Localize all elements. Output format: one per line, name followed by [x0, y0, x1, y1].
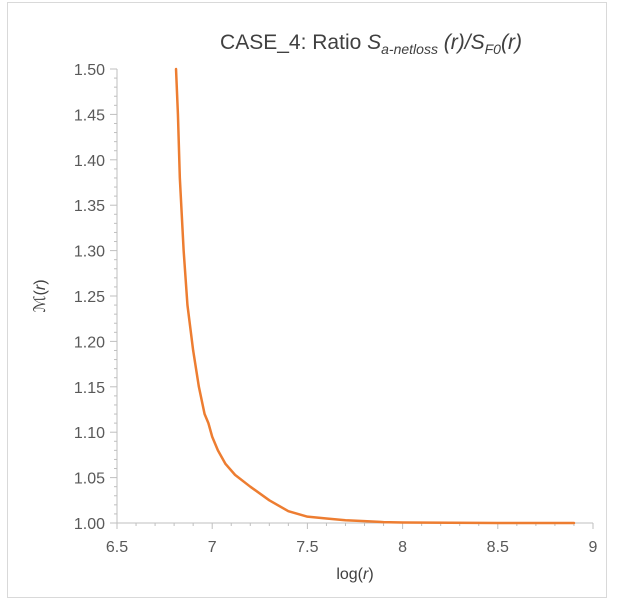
y-tick-label: 1.45 — [74, 107, 105, 124]
y-tick-label: 1.15 — [74, 380, 105, 397]
chart: CASE_4: Ratio Sa-netloss (r)/SF0(r) 1.00… — [32, 31, 598, 583]
y-tick-label: 1.20 — [74, 334, 105, 351]
x-tick-label: 7 — [208, 539, 217, 556]
y-tick-label: 1.05 — [74, 471, 105, 488]
series-line-0 — [174, 67, 576, 525]
y-tick-label: 1.30 — [74, 244, 105, 261]
x-tick-label: 9 — [589, 539, 598, 556]
y-tick-label: 1.40 — [74, 153, 105, 170]
x-axis-label: log(r) — [336, 566, 373, 583]
y-axis-label: ℳ(r) — [32, 279, 49, 312]
y-tick-label: 1.50 — [74, 62, 105, 79]
y-tick-label: 1.25 — [74, 289, 105, 306]
y-tick-label: 1.00 — [74, 516, 105, 533]
x-tick-label: 6.5 — [106, 539, 128, 556]
series-group — [174, 67, 576, 525]
x-tick-label: 8.5 — [487, 539, 509, 556]
chart-frame: CASE_4: Ratio Sa-netloss (r)/SF0(r) 1.00… — [7, 2, 607, 598]
y-tick-labels: 1.00 1.05 1.10 1.15 1.20 1.25 1.30 1.35 1.40 1.45… — [74, 62, 105, 533]
y-tick-label: 1.35 — [74, 198, 105, 215]
x-tick-label: 8 — [398, 539, 407, 556]
y-tick-label: 1.10 — [74, 425, 105, 442]
axis-ticks — [110, 68, 594, 529]
x-tick-labels: 6.5 7 7.5 8 8.5 9 — [106, 539, 598, 556]
x-tick-label: 7.5 — [296, 539, 318, 556]
chart-title: CASE_4: Ratio Sa-netloss (r)/SF0(r) — [220, 31, 522, 57]
